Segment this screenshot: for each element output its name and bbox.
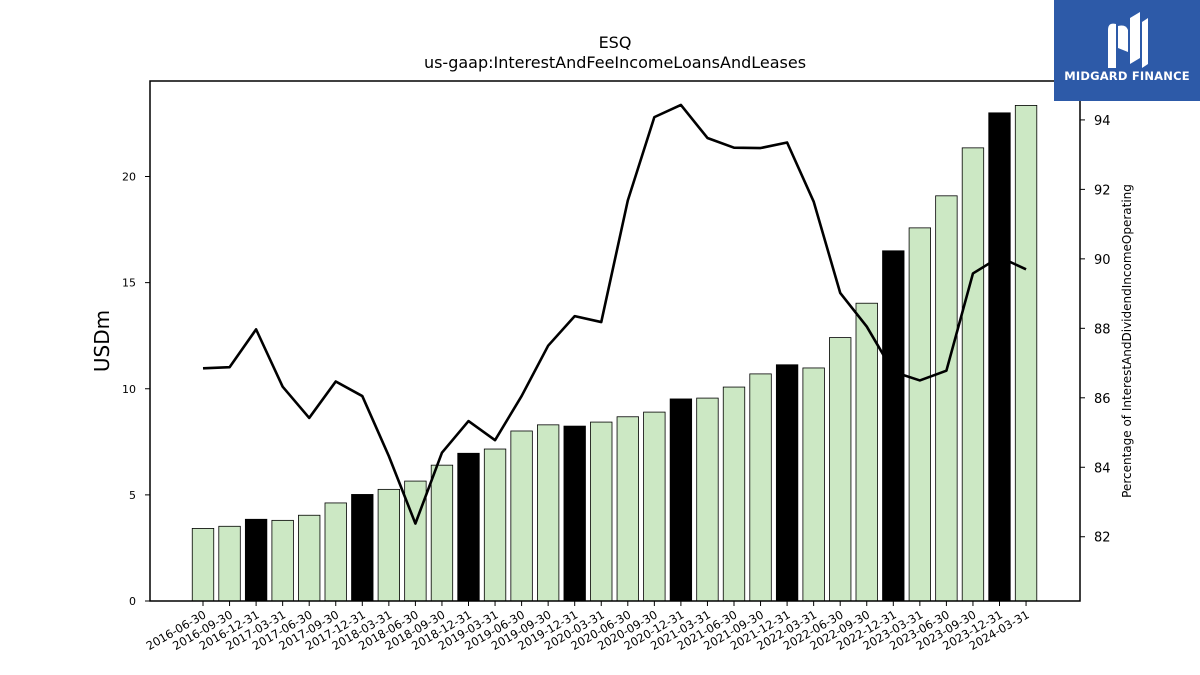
bar-2021-06-30	[722, 386, 746, 602]
y-tick-label: 5	[129, 489, 136, 502]
bar-2023-03-31	[908, 227, 931, 602]
y2-axis-label: Percentage of InterestAndDividendIncomeO…	[1120, 184, 1134, 498]
bar-2018-03-31	[377, 488, 401, 602]
logo-text: MIDGARD FINANCE	[1064, 69, 1190, 83]
y2-tick-label: 86	[1094, 392, 1111, 407]
bar-2022-09-30	[855, 302, 878, 602]
bar-2023-06-30	[935, 195, 958, 602]
bar-2021-03-31	[696, 397, 719, 602]
bar-2018-06-30	[404, 480, 427, 602]
bar-2019-12-31	[563, 425, 586, 602]
x-axis: 2016-06-302016-09-302016-12-312017-03-31…	[144, 601, 1032, 653]
bar-2020-12-31	[669, 398, 693, 602]
y-tick-label: 20	[122, 171, 136, 184]
bar-2022-06-30	[829, 337, 852, 602]
bar-2018-12-31	[457, 452, 480, 602]
bar-2016-12-31	[244, 518, 268, 602]
bar-group	[191, 105, 1038, 602]
midgard-logo-icon	[1108, 12, 1148, 69]
chart-title: ESQ	[599, 33, 632, 52]
bar-2021-12-31	[775, 364, 799, 602]
bar-2019-06-30	[510, 430, 533, 602]
y2-tick-label: 90	[1094, 253, 1111, 268]
y2-tick-label: 84	[1094, 461, 1111, 476]
bar-2019-03-31	[483, 448, 507, 602]
chart-subtitle: us-gaap:InterestAndFeeIncomeLoansAndLeas…	[424, 53, 806, 72]
bar-2023-12-31	[988, 112, 1011, 602]
y-tick-label: 0	[129, 595, 136, 608]
bar-2022-03-31	[802, 367, 825, 602]
plot-frame	[149, 80, 1081, 602]
y2-tick-label: 94	[1094, 114, 1111, 129]
bar-2017-12-31	[351, 494, 374, 602]
y2-axis: 82 84 86 88 90 92 94	[1080, 114, 1111, 546]
bar-2024-03-31	[1014, 105, 1038, 602]
y-tick-label: 15	[122, 277, 136, 290]
midgard-finance-logo: MIDGARD FINANCE	[1054, 0, 1200, 101]
bar-2016-09-30	[218, 525, 241, 602]
y2-tick-label: 88	[1094, 322, 1111, 337]
y2-tick-label: 92	[1094, 183, 1111, 198]
bar-2017-09-30	[324, 502, 347, 602]
bar-2019-09-30	[537, 424, 560, 602]
y2-tick-label: 82	[1094, 531, 1111, 546]
bar-2016-06-30	[191, 528, 215, 602]
bar-2020-03-31	[590, 421, 613, 602]
bar-2023-09-30	[961, 147, 985, 602]
y-axis-label: USDm	[90, 310, 114, 372]
line-group	[202, 103, 1027, 525]
y-tick-label: 10	[122, 383, 136, 396]
bar-2022-12-31	[882, 250, 905, 602]
bar-2020-09-30	[643, 411, 666, 602]
percentage-line	[202, 103, 1027, 525]
bar-2017-03-31	[271, 519, 294, 602]
bar-2020-06-30	[616, 416, 639, 602]
bar-2018-09-30	[430, 464, 454, 602]
y-axis: 0 5 10 15 20	[122, 171, 150, 608]
bar-2021-09-30	[749, 373, 772, 602]
bar-2017-06-30	[298, 514, 321, 602]
